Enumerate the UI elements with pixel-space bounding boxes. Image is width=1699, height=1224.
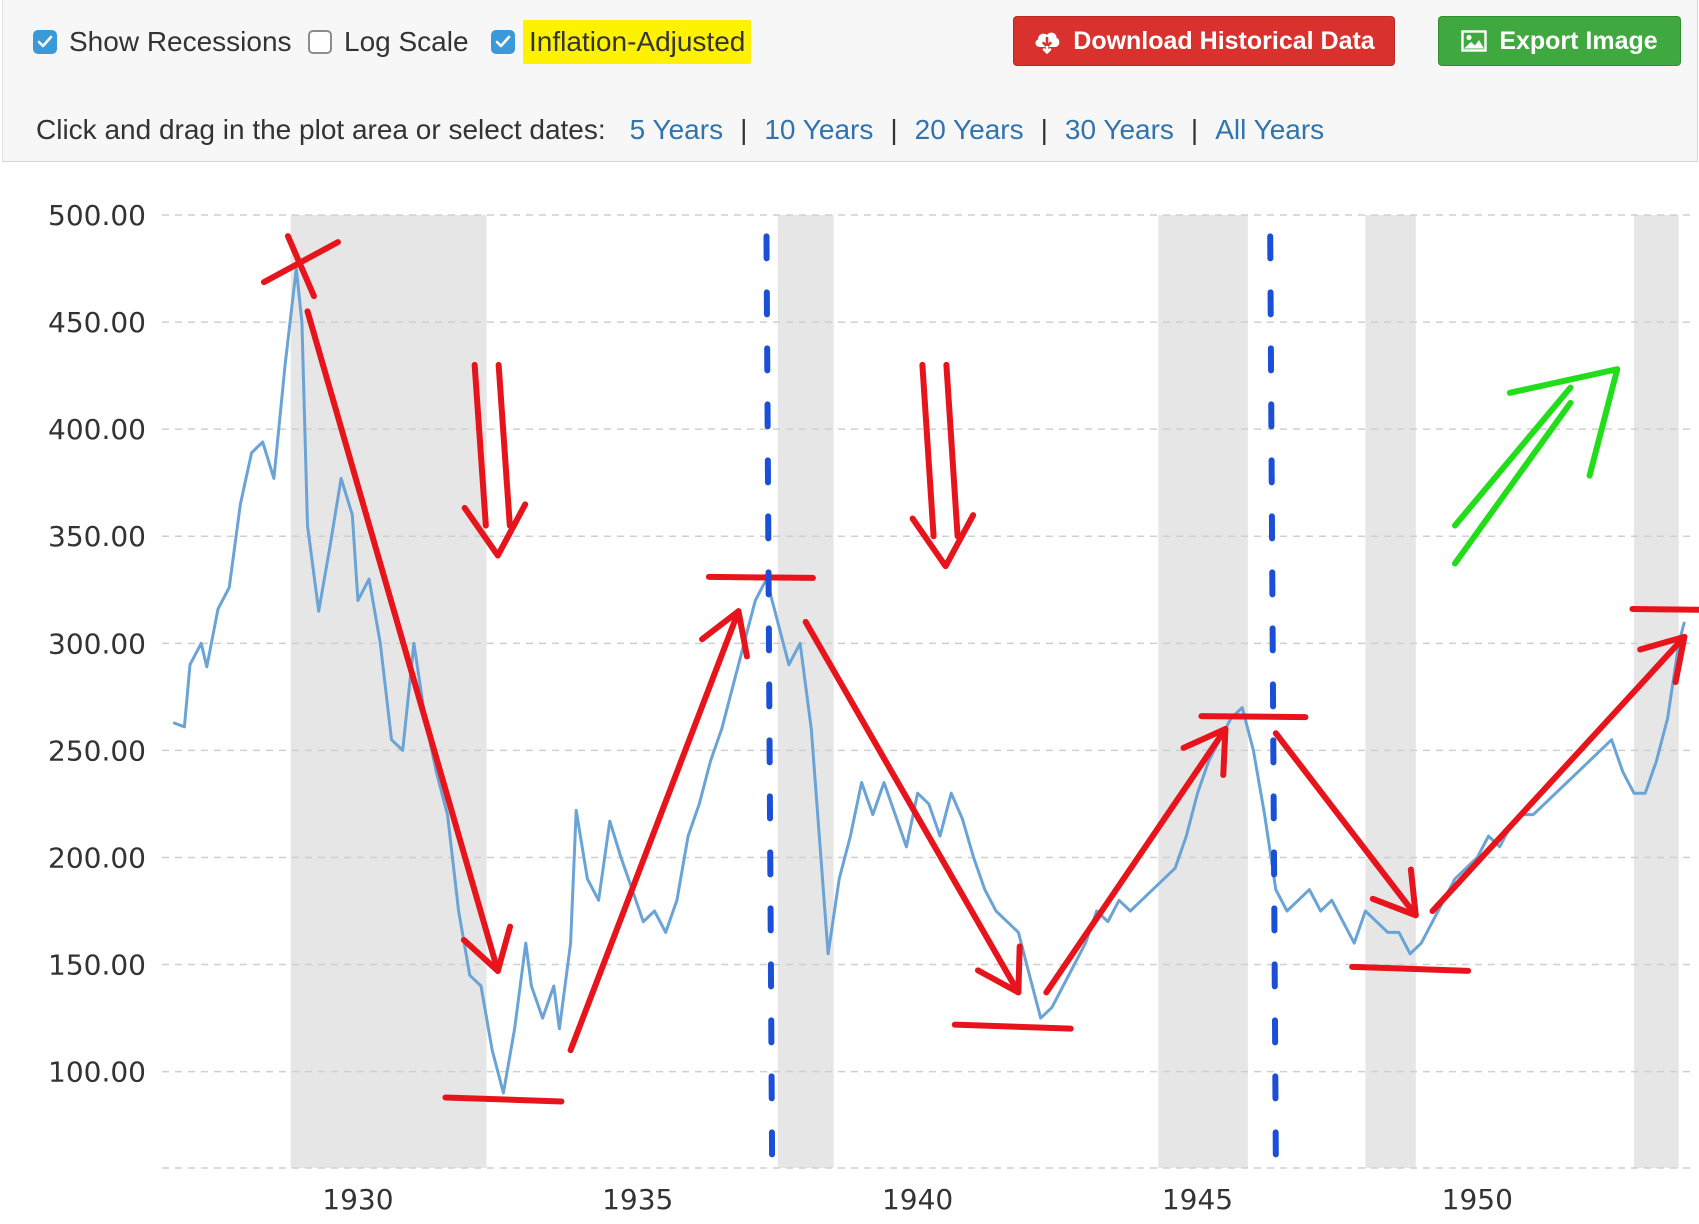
peak-x-marker xyxy=(260,233,341,300)
download-button-label: Download Historical Data xyxy=(1073,26,1375,55)
down-arrow-shaft xyxy=(471,361,489,529)
y-tick-label: 500.00 xyxy=(48,199,146,232)
x-tick-label: 1950 xyxy=(1442,1183,1513,1216)
range-separator: | xyxy=(1190,114,1199,145)
trend-arrowhead xyxy=(460,923,514,974)
trend-arrow xyxy=(1429,633,1688,915)
download-historical-data-button[interactable]: Download Historical Data xyxy=(1013,16,1395,66)
date-range-selector: Click and drag in the plot area or selec… xyxy=(36,114,1324,146)
image-icon xyxy=(1461,30,1488,52)
peak-marker xyxy=(1198,713,1309,721)
checkmark-icon xyxy=(37,35,53,48)
export-button-label: Export Image xyxy=(1499,26,1658,55)
x-tick-label: 1945 xyxy=(1162,1183,1233,1216)
green-arrow-shaft xyxy=(1451,384,1574,529)
cloud-download-icon xyxy=(1035,32,1060,54)
trough-marker xyxy=(951,1021,1074,1032)
y-tick-label: 400.00 xyxy=(48,413,146,446)
blue-dashed-line xyxy=(763,233,776,1161)
down-arrow-shaft xyxy=(919,361,937,540)
range-link-10-years[interactable]: 10 Years xyxy=(764,114,874,145)
x-tick-label: 1930 xyxy=(322,1183,393,1216)
trend-arrowhead xyxy=(699,608,750,660)
range-link-5-years[interactable]: 5 Years xyxy=(629,114,724,145)
y-tick-label: 250.00 xyxy=(48,734,146,767)
peak-marker xyxy=(1629,606,1699,613)
green-arrow-shaft xyxy=(1451,399,1574,567)
range-link-all-years[interactable]: All Years xyxy=(1215,114,1325,145)
trend-arrowhead xyxy=(1369,866,1419,919)
trend-arrow xyxy=(567,608,742,1054)
trend-arrowhead xyxy=(1180,725,1229,778)
checkmark-icon xyxy=(495,35,511,48)
down-arrowhead xyxy=(461,501,529,559)
inflation-adjusted-option[interactable]: Inflation-Adjusted xyxy=(491,20,752,64)
trough-marker xyxy=(1349,963,1472,974)
chart-toolbar: Show Recessions Log Scale Inflation-Adju… xyxy=(2,0,1698,162)
date-range-prompt: Click and drag in the plot area or selec… xyxy=(36,114,606,145)
blue-dashed-line xyxy=(1267,233,1279,1161)
range-separator: | xyxy=(740,114,748,145)
price-chart[interactable]: 500.00 450.00 400.00 350.00 300.00 250.00 200.… xyxy=(0,180,1699,1224)
range-link-30-years[interactable]: 30 Years xyxy=(1064,114,1174,145)
down-arrowhead xyxy=(909,512,977,570)
trend-arrow xyxy=(802,618,1022,996)
trend-arrow xyxy=(1272,730,1419,919)
recession-band xyxy=(1158,215,1248,1168)
trend-arrowhead xyxy=(1637,633,1688,686)
log-scale-checkbox[interactable] xyxy=(308,30,332,54)
trend-arrowhead xyxy=(974,943,1023,996)
log-scale-option[interactable]: Log Scale xyxy=(308,22,469,62)
down-arrow-shaft xyxy=(495,361,513,529)
trend-arrow xyxy=(1043,725,1229,996)
show-recessions-checkbox[interactable] xyxy=(33,30,57,54)
trend-arrow xyxy=(304,308,501,974)
x-tick-label: 1935 xyxy=(602,1183,673,1216)
y-tick-label: 200.00 xyxy=(48,841,146,874)
peak-marker xyxy=(705,573,816,581)
x-tick-label: 1940 xyxy=(882,1183,953,1216)
range-link-20-years[interactable]: 20 Years xyxy=(914,114,1024,145)
range-separator: | xyxy=(1040,114,1048,145)
inflation-adjusted-checkbox[interactable] xyxy=(491,30,515,54)
recession-band xyxy=(1365,215,1416,1168)
price-series-line xyxy=(172,267,1686,1095)
y-tick-label: 100.00 xyxy=(48,1056,146,1089)
y-tick-label: 300.00 xyxy=(48,627,146,660)
green-arrowhead xyxy=(1506,366,1621,479)
y-tick-label: 350.00 xyxy=(48,520,146,553)
range-separator: | xyxy=(890,114,898,145)
y-tick-label: 150.00 xyxy=(48,949,146,982)
show-recessions-option[interactable]: Show Recessions xyxy=(33,22,292,62)
show-recessions-label: Show Recessions xyxy=(69,26,292,57)
down-arrow-shaft xyxy=(943,361,961,540)
y-tick-label: 450.00 xyxy=(48,306,146,339)
log-scale-label: Log Scale xyxy=(344,26,469,57)
trough-marker xyxy=(442,1094,565,1105)
inflation-adjusted-label: Inflation-Adjusted xyxy=(523,20,752,64)
export-image-button[interactable]: Export Image xyxy=(1438,16,1681,66)
